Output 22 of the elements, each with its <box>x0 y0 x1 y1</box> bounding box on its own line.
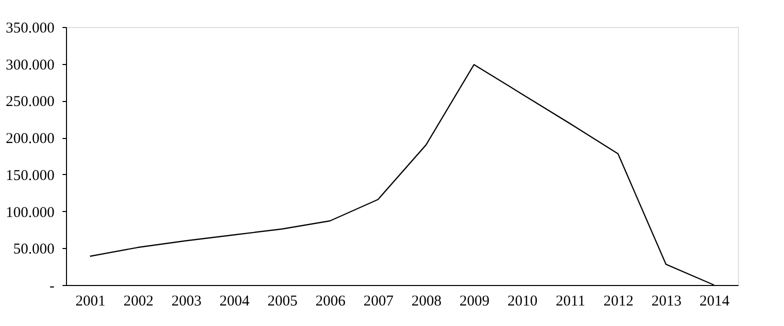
x-tick-label: 2004 <box>220 294 250 310</box>
x-tick-label: 2005 <box>268 294 298 310</box>
y-tick-label: 150.000 <box>6 168 54 184</box>
y-tick-label: 350.000 <box>6 20 54 36</box>
x-tick-label: 2011 <box>556 294 586 310</box>
y-tick-label: 100.000 <box>6 204 54 221</box>
x-tick-label: 2010 <box>508 294 538 310</box>
x-tick-label: 2009 <box>460 294 490 310</box>
x-tick-label: 2006 <box>316 294 346 310</box>
y-tick-label: 250.000 <box>6 94 54 110</box>
x-tick-label: 2007 <box>364 294 394 310</box>
x-tick-label: 2002 <box>124 294 154 310</box>
y-tick-label: - <box>50 278 54 294</box>
x-tick-label: 2014 <box>700 294 730 310</box>
x-tick-label: 2012 <box>604 294 634 310</box>
y-tick-label: 200.000 <box>6 131 54 148</box>
y-tick-label: 300.000 <box>6 57 54 74</box>
x-tick-label: 2008 <box>412 294 442 310</box>
y-tick-label: 50.000 <box>13 242 54 258</box>
x-tick-label: 2001 <box>76 294 106 310</box>
x-tick-label: 2003 <box>172 294 202 310</box>
x-tick-label: 2013 <box>652 294 682 310</box>
